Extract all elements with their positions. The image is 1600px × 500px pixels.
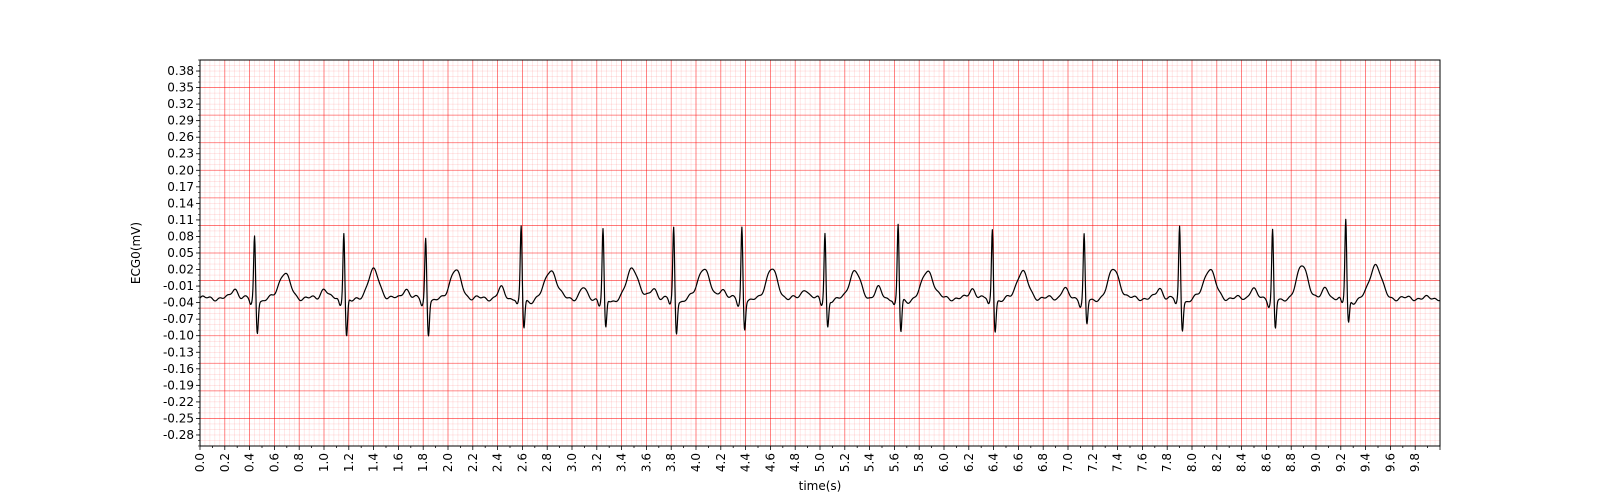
x-tick-label: 3.8 [664, 453, 678, 472]
x-tick-label: 1.8 [416, 453, 430, 472]
x-tick-label: 9.4 [1359, 453, 1373, 472]
x-tick-label: 6.4 [987, 453, 1001, 472]
ecg-trace-line [199, 218, 1441, 337]
y-tick-label: 0.32 [167, 97, 194, 111]
x-tick-label: 2.2 [466, 453, 480, 472]
x-tick-label: 9.0 [1309, 453, 1323, 472]
x-tick-label: 2.4 [491, 453, 505, 472]
x-tick-label: 6.2 [962, 453, 976, 472]
y-tick-label: -0.10 [163, 329, 194, 343]
x-tick-label: 1.4 [367, 453, 381, 472]
x-tick-label: 2.0 [441, 453, 455, 472]
x-tick-label: 0.2 [218, 453, 232, 472]
x-tick-label: 5.8 [912, 453, 926, 472]
x-tick-label: 7.8 [1160, 453, 1174, 472]
y-tick-label: 0.38 [167, 64, 194, 78]
ecg-trace-group [199, 218, 1441, 337]
y-tick-label: -0.16 [163, 362, 194, 376]
x-tick-label: 9.6 [1383, 453, 1397, 472]
x-tick-label: 3.2 [590, 453, 604, 472]
x-tick-label: 0.0 [193, 453, 207, 472]
y-axis-label: ECG0(mV) [129, 222, 143, 284]
x-tick-label: 4.0 [689, 453, 703, 472]
x-tick-label: 7.6 [1135, 453, 1149, 472]
x-tick-label: 8.8 [1284, 453, 1298, 472]
x-tick-label: 8.0 [1185, 453, 1199, 472]
x-tick-label: 7.2 [1086, 453, 1100, 472]
y-tick-label: 0.14 [167, 196, 194, 210]
x-tick-label: 4.6 [763, 453, 777, 472]
x-tick-label: 7.4 [1111, 453, 1125, 472]
x-tick-label: 6.0 [937, 453, 951, 472]
x-tick-label: 1.0 [317, 453, 331, 472]
x-tick-label: 4.8 [788, 453, 802, 472]
y-tick-label: 0.11 [167, 213, 194, 227]
x-tick-label: 0.4 [243, 453, 257, 472]
x-tick-label: 5.6 [887, 453, 901, 472]
x-tick-label: 1.6 [391, 453, 405, 472]
y-tick-label: -0.04 [163, 296, 194, 310]
y-tick-label: -0.25 [163, 411, 194, 425]
x-tick-label: 8.6 [1259, 453, 1273, 472]
y-tick-label: 0.02 [167, 263, 194, 277]
y-tick-label: 0.26 [167, 130, 194, 144]
y-axis: 0.38 0.35 0.32 0.29 0.26 0.23 0.20 0.17 0.14 0.11… [163, 59, 200, 447]
x-tick-label: 3.0 [565, 453, 579, 472]
x-tick-label: 2.8 [540, 453, 554, 472]
x-tick-label: 5.0 [813, 453, 827, 472]
x-axis-label: time(s) [799, 479, 842, 493]
y-tick-label: 0.17 [167, 180, 194, 194]
x-tick-label: 1.2 [342, 453, 356, 472]
x-tick-label: 4.2 [714, 453, 728, 472]
x-tick-label: 3.4 [615, 453, 629, 472]
x-tick-label: 5.2 [838, 453, 852, 472]
x-tick-label: 3.6 [639, 453, 653, 472]
y-tick-label: 0.23 [167, 147, 194, 161]
y-tick-label: 0.08 [167, 229, 194, 243]
x-tick-label: 0.6 [267, 453, 281, 472]
y-tick-label: 0.05 [167, 246, 194, 260]
x-tick-label: 8.4 [1235, 453, 1249, 472]
x-tick-label: 9.2 [1334, 453, 1348, 472]
y-tick-label: 0.35 [167, 81, 194, 95]
x-tick-label: 5.4 [863, 453, 877, 472]
y-tick-label: 0.20 [167, 163, 194, 177]
x-tick-label: 8.2 [1210, 453, 1224, 472]
y-tick-label: 0.29 [167, 114, 194, 128]
y-tick-label: -0.22 [163, 395, 194, 409]
x-tick-label: 7.0 [1061, 453, 1075, 472]
x-tick-label: 4.4 [739, 453, 753, 472]
y-tick-label: -0.28 [163, 428, 194, 442]
x-tick-label: 6.8 [1036, 453, 1050, 472]
y-tick-label: -0.13 [163, 345, 194, 359]
x-tick-label: 6.6 [1011, 453, 1025, 472]
x-tick-label: 0.8 [292, 453, 306, 472]
x-tick-label: 2.6 [515, 453, 529, 472]
y-tick-label: -0.19 [163, 378, 194, 392]
x-tick-label: 9.8 [1408, 453, 1422, 472]
y-tick-label: -0.01 [163, 279, 194, 293]
y-tick-label: -0.07 [163, 312, 194, 326]
x-axis: 0.0 0.2 0.4 0.6 0.8 1.0 1.2 1.4 1.6 1.8 2.0 2.2 2.4 2… [193, 446, 1441, 472]
